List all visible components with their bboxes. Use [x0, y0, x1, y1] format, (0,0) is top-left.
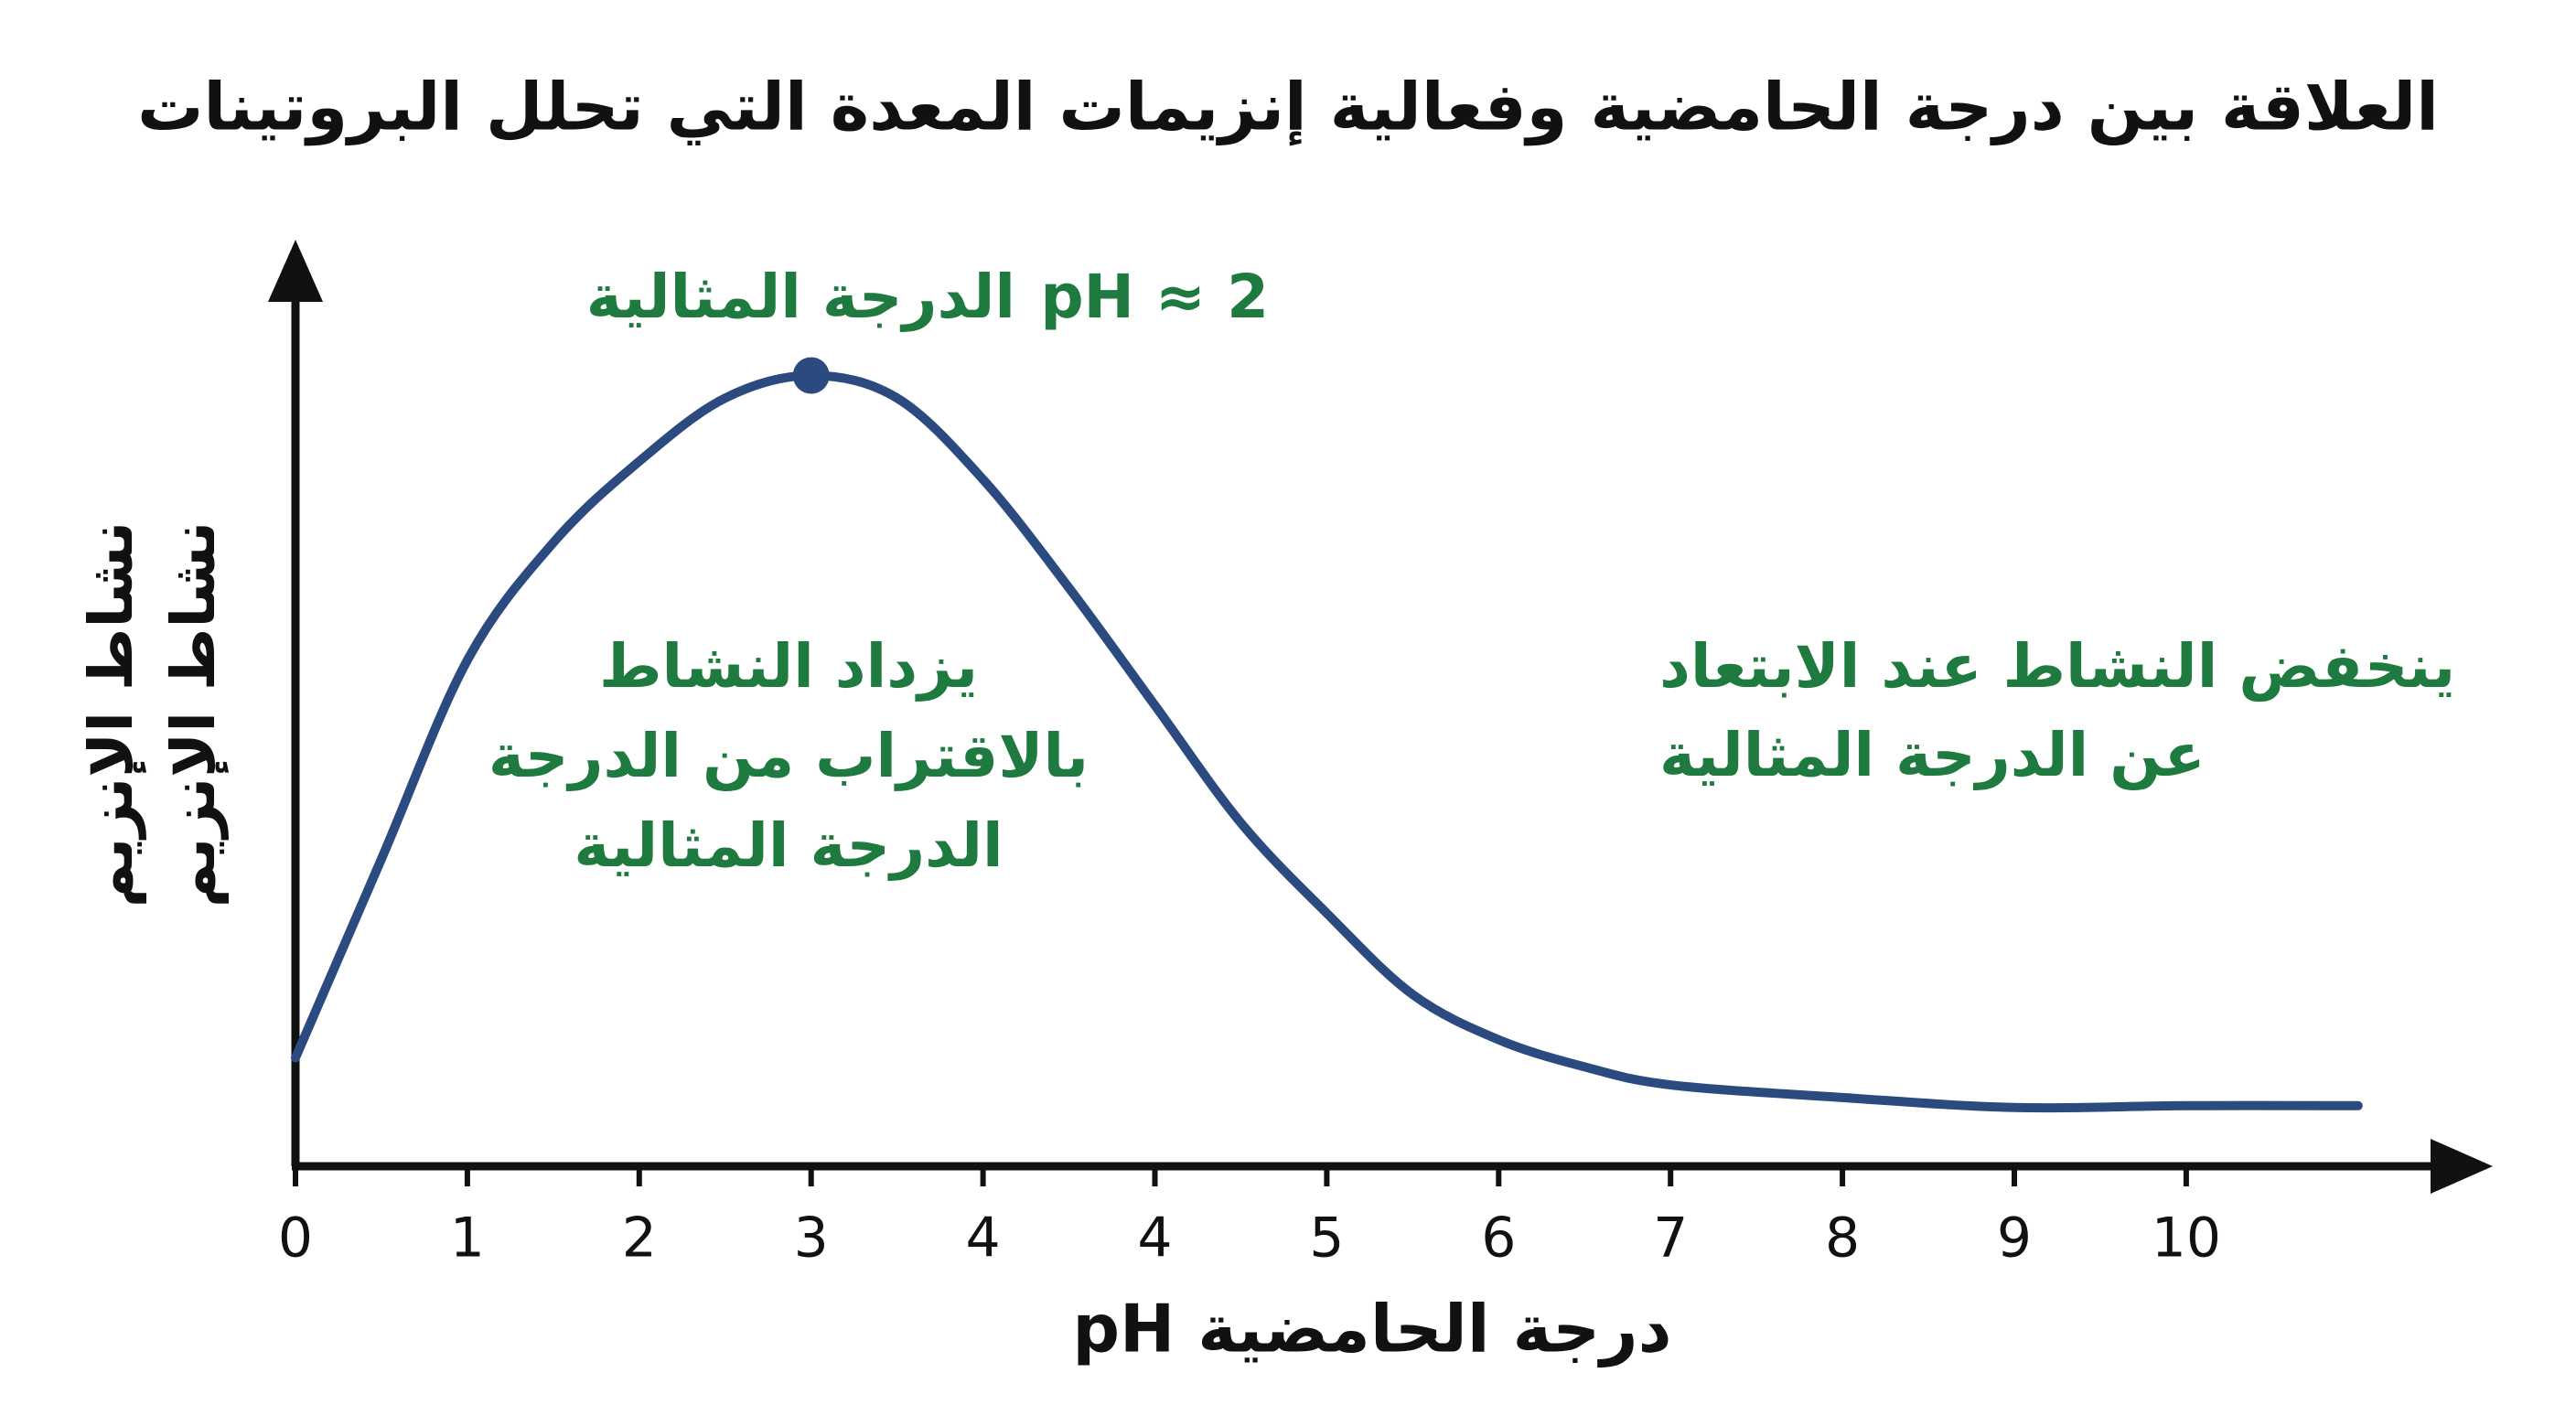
x-tick-label: 6 — [1481, 1207, 1516, 1271]
x-tick-label: 2 — [622, 1207, 657, 1271]
y-axis-label: نشاط الإنزيم — [76, 521, 147, 907]
x-tick-label: 3 — [794, 1207, 829, 1271]
x-tick-label: 0 — [278, 1207, 313, 1271]
x-tick-label: 5 — [1309, 1207, 1344, 1271]
data-line — [291, 370, 2363, 1113]
annotation: pH ≈ 2 — [1040, 262, 1269, 332]
annotation: الدرجة المثالية — [586, 262, 1015, 332]
annotation: بالاقتراب من الدرجة — [488, 721, 1089, 791]
x-tick-label: 10 — [2152, 1207, 2221, 1271]
y-axis-label: نشاط الإنزيم — [158, 521, 230, 907]
peak-marker — [792, 357, 830, 394]
y-axis-arrow — [268, 240, 323, 302]
x-tick-label: 8 — [1825, 1207, 1860, 1271]
annotation: ينخفض النشاط عند الابتعاد — [1659, 631, 2455, 702]
annotation: عن الدرجة المثالية — [1659, 720, 2206, 790]
x-tick-label: 9 — [1997, 1207, 2032, 1271]
x-axis-arrow — [2431, 1139, 2493, 1194]
chart-title: العلاقة بين درجة الحامضية وفعالية إنزيما… — [137, 69, 2439, 146]
x-tick-label: 7 — [1653, 1207, 1688, 1271]
x-tick-label: 1 — [450, 1207, 485, 1271]
x-axis-label: درجة الحامضية pH — [1072, 1291, 1671, 1368]
annotation: الدرجة المثالية — [574, 810, 1003, 881]
x-tick-label: 4 — [1137, 1207, 1172, 1271]
x-tick-label: 4 — [966, 1207, 1001, 1271]
annotation: يزداد النشاط — [599, 631, 978, 702]
